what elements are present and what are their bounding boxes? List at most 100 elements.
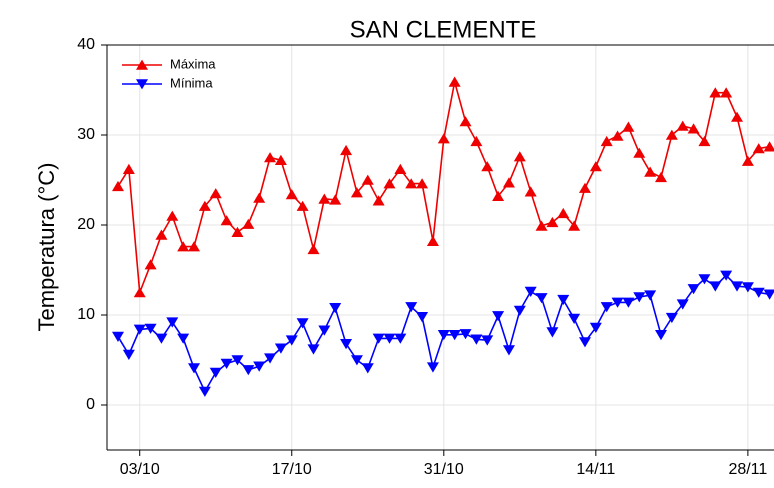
data-point — [481, 335, 494, 346]
data-point — [655, 171, 667, 183]
data-point — [763, 141, 774, 152]
data-point — [383, 178, 396, 189]
x-tick-label: 28/11 — [728, 461, 767, 478]
x-tick-label: 03/10 — [120, 461, 160, 478]
data-point — [188, 363, 201, 374]
data-point — [524, 186, 537, 197]
data-point — [698, 135, 711, 147]
data-point — [350, 187, 363, 198]
x-tick-label: 17/10 — [272, 461, 312, 478]
data-point — [361, 363, 374, 374]
data-point — [448, 330, 461, 341]
data-point — [502, 345, 515, 356]
data-point — [557, 294, 570, 306]
data-point — [318, 325, 331, 336]
data-point — [741, 155, 754, 166]
data-point — [622, 297, 635, 308]
data-point — [492, 190, 505, 201]
data-point — [470, 334, 483, 345]
data-point — [209, 367, 222, 378]
data-point — [481, 161, 494, 172]
data-point — [644, 290, 657, 301]
data-point — [568, 220, 581, 231]
data-point — [513, 151, 526, 162]
data-point — [448, 76, 461, 87]
data-point — [112, 331, 124, 342]
data-point — [155, 229, 168, 240]
data-point — [752, 287, 765, 298]
data-point — [665, 129, 678, 140]
data-point — [198, 200, 211, 211]
data-point — [285, 335, 298, 346]
data-point — [340, 339, 353, 350]
legend-marker — [136, 79, 148, 90]
data-point — [188, 241, 201, 252]
data-point — [166, 317, 179, 328]
data-point — [133, 287, 146, 298]
data-point — [524, 286, 537, 297]
data-point — [416, 178, 429, 189]
data-point — [535, 293, 548, 304]
data-point — [166, 210, 179, 221]
y-tick-label: 40 — [77, 36, 95, 53]
data-point — [687, 123, 700, 134]
data-point — [242, 218, 255, 229]
data-point — [329, 303, 342, 314]
data-point — [633, 292, 646, 303]
data-point — [611, 297, 624, 308]
data-point — [589, 322, 602, 333]
data-point — [459, 329, 472, 340]
data-point — [709, 281, 722, 292]
data-point — [687, 284, 700, 295]
data-point — [307, 243, 320, 255]
data-point — [372, 195, 385, 206]
data-point — [361, 174, 374, 185]
data-point — [655, 330, 667, 341]
data-point — [611, 130, 624, 141]
data-point — [557, 207, 570, 219]
data-point — [144, 323, 157, 334]
data-point — [731, 281, 744, 292]
data-point — [264, 353, 277, 364]
data-point — [709, 87, 722, 98]
data-point — [231, 226, 244, 237]
data-point — [741, 282, 754, 293]
data-point — [513, 305, 526, 316]
data-point — [231, 355, 244, 366]
y-tick-label: 10 — [77, 306, 95, 323]
data-point — [752, 143, 765, 154]
data-point — [307, 344, 320, 355]
data-point — [589, 161, 602, 172]
data-point — [177, 241, 190, 252]
data-point — [285, 189, 298, 200]
data-point — [253, 192, 266, 203]
legend-label: Mínima — [170, 75, 213, 90]
data-point — [622, 121, 635, 132]
data-point — [568, 313, 581, 324]
data-point — [372, 333, 385, 344]
y-tick-label: 20 — [77, 216, 95, 233]
data-point — [253, 361, 266, 372]
data-point — [220, 358, 233, 369]
data-point — [416, 312, 429, 323]
data-point — [198, 386, 211, 397]
data-point — [546, 216, 559, 228]
data-point — [600, 135, 613, 147]
legend-label: Máxima — [170, 56, 216, 71]
data-point — [426, 362, 439, 373]
data-point — [340, 144, 353, 156]
data-point — [676, 120, 689, 131]
data-point — [698, 274, 711, 285]
data-point — [731, 111, 744, 122]
y-tick-label: 30 — [77, 126, 95, 143]
data-point — [394, 163, 407, 174]
data-point — [426, 235, 439, 246]
data-point — [600, 302, 613, 313]
data-point — [177, 333, 190, 344]
data-point — [383, 333, 396, 344]
data-point — [329, 194, 342, 205]
data-point — [296, 318, 309, 329]
data-point — [220, 215, 233, 226]
data-point — [578, 182, 591, 193]
